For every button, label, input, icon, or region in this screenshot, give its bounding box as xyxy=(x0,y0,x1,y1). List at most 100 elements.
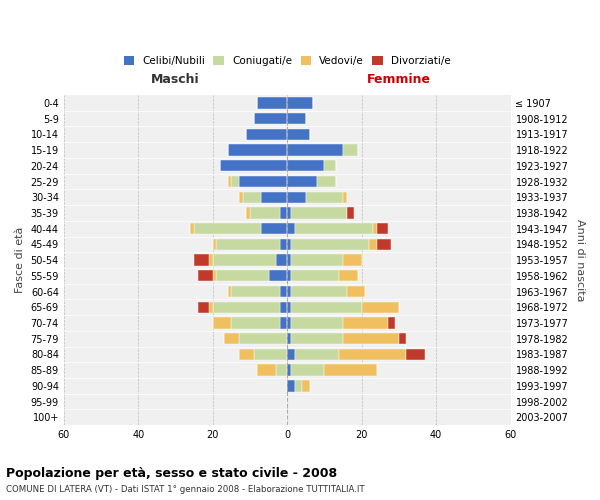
Bar xyxy=(291,238,369,250)
Bar xyxy=(325,364,377,376)
Bar xyxy=(287,286,291,297)
Bar xyxy=(280,318,287,328)
Bar xyxy=(287,160,325,172)
Bar xyxy=(276,364,287,376)
Bar xyxy=(213,254,276,266)
Bar xyxy=(287,348,295,360)
Bar xyxy=(295,380,302,392)
Bar xyxy=(254,113,287,124)
Bar xyxy=(287,192,306,203)
Bar xyxy=(242,192,261,203)
Bar xyxy=(209,254,213,266)
Bar xyxy=(291,302,362,313)
Bar xyxy=(254,348,287,360)
Bar xyxy=(224,333,239,344)
Bar xyxy=(287,208,291,218)
Bar xyxy=(373,223,377,234)
Bar xyxy=(291,318,343,328)
Bar xyxy=(287,144,343,156)
Bar xyxy=(246,208,250,218)
Bar xyxy=(269,270,287,281)
Bar xyxy=(227,144,287,156)
Bar xyxy=(213,302,280,313)
Bar xyxy=(280,302,287,313)
Bar xyxy=(261,223,287,234)
Bar xyxy=(239,176,287,187)
Bar xyxy=(246,128,287,140)
Bar xyxy=(232,176,239,187)
Bar xyxy=(287,98,313,108)
Bar xyxy=(291,254,343,266)
Bar xyxy=(343,318,388,328)
Bar xyxy=(261,192,287,203)
Bar xyxy=(198,270,213,281)
Bar xyxy=(280,286,287,297)
Bar xyxy=(347,286,365,297)
Bar xyxy=(291,208,347,218)
Bar xyxy=(287,318,291,328)
Text: Popolazione per età, sesso e stato civile - 2008: Popolazione per età, sesso e stato civil… xyxy=(6,468,337,480)
Bar xyxy=(291,286,347,297)
Bar xyxy=(287,238,291,250)
Bar xyxy=(232,286,280,297)
Bar xyxy=(340,270,358,281)
Bar xyxy=(287,380,295,392)
Bar xyxy=(295,223,373,234)
Bar xyxy=(291,333,343,344)
Bar xyxy=(239,348,254,360)
Bar xyxy=(227,286,232,297)
Bar xyxy=(295,348,340,360)
Bar xyxy=(287,113,306,124)
Bar xyxy=(280,208,287,218)
Bar xyxy=(217,238,280,250)
Bar xyxy=(190,223,194,234)
Bar xyxy=(406,348,425,360)
Bar xyxy=(209,302,213,313)
Bar xyxy=(399,333,406,344)
Y-axis label: Anni di nascita: Anni di nascita xyxy=(575,219,585,302)
Bar xyxy=(213,270,217,281)
Bar xyxy=(377,223,388,234)
Bar xyxy=(362,302,399,313)
Text: Maschi: Maschi xyxy=(151,72,200,86)
Bar xyxy=(347,208,354,218)
Bar xyxy=(340,348,406,360)
Bar xyxy=(227,176,232,187)
Bar xyxy=(239,333,287,344)
Bar xyxy=(287,223,295,234)
Bar xyxy=(343,254,362,266)
Bar xyxy=(194,254,209,266)
Bar xyxy=(343,144,358,156)
Bar xyxy=(291,270,340,281)
Bar xyxy=(343,333,399,344)
Bar xyxy=(257,98,287,108)
Bar xyxy=(213,318,232,328)
Bar xyxy=(232,318,280,328)
Bar xyxy=(276,254,287,266)
Bar xyxy=(291,364,325,376)
Bar xyxy=(220,160,287,172)
Bar xyxy=(302,380,310,392)
Bar xyxy=(287,254,291,266)
Bar xyxy=(287,128,310,140)
Bar xyxy=(198,302,209,313)
Bar xyxy=(369,238,377,250)
Legend: Celibi/Nubili, Coniugati/e, Vedovi/e, Divorziati/e: Celibi/Nubili, Coniugati/e, Vedovi/e, Di… xyxy=(119,52,455,70)
Bar xyxy=(325,160,335,172)
Bar xyxy=(287,302,291,313)
Bar xyxy=(250,208,280,218)
Bar xyxy=(377,238,391,250)
Text: COMUNE DI LATERA (VT) - Dati ISTAT 1° gennaio 2008 - Elaborazione TUTTITALIA.IT: COMUNE DI LATERA (VT) - Dati ISTAT 1° ge… xyxy=(6,485,365,494)
Bar xyxy=(306,192,343,203)
Bar xyxy=(217,270,269,281)
Bar xyxy=(388,318,395,328)
Bar xyxy=(287,176,317,187)
Bar xyxy=(317,176,335,187)
Bar xyxy=(194,223,261,234)
Bar xyxy=(239,192,242,203)
Bar xyxy=(257,364,276,376)
Bar xyxy=(287,333,291,344)
Text: Femmine: Femmine xyxy=(367,72,431,86)
Y-axis label: Fasce di età: Fasce di età xyxy=(15,227,25,294)
Bar xyxy=(280,238,287,250)
